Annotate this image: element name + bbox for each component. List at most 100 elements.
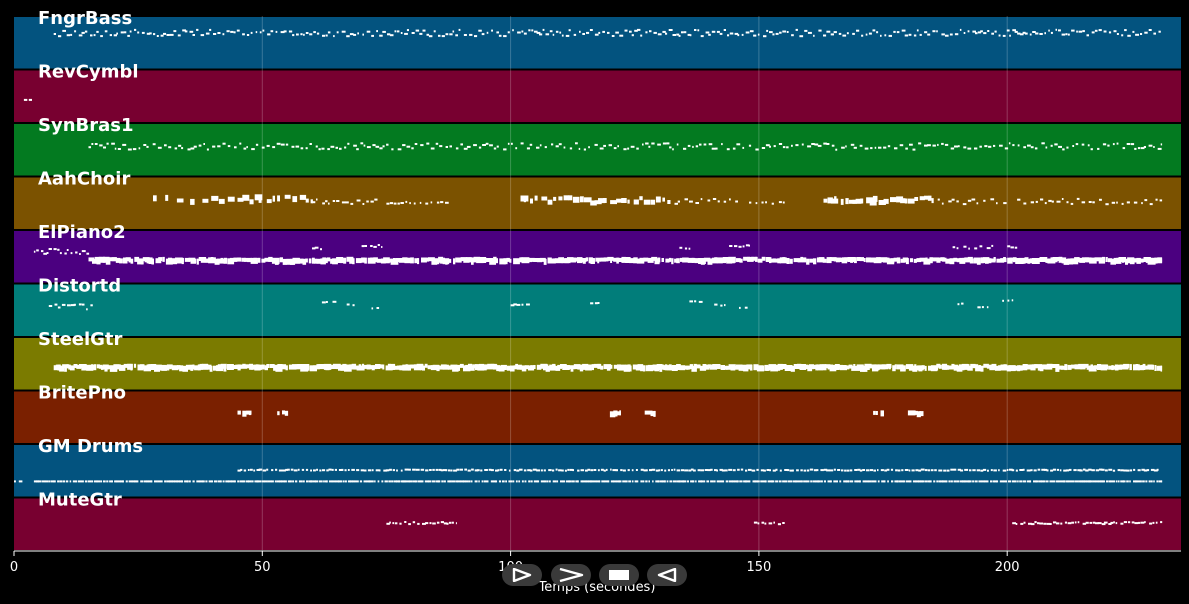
stop-button[interactable] (599, 564, 639, 586)
note (615, 411, 621, 416)
note (970, 363, 976, 368)
note (961, 480, 966, 483)
note (758, 365, 763, 371)
note (1070, 202, 1074, 205)
note (740, 468, 744, 471)
note (1023, 202, 1027, 205)
note (151, 258, 154, 265)
note (48, 305, 53, 307)
note (547, 199, 553, 205)
note (1076, 30, 1078, 33)
note (1073, 469, 1077, 472)
note (1103, 30, 1107, 33)
note (258, 468, 263, 471)
note (1120, 480, 1124, 483)
note (1064, 364, 1068, 371)
note (440, 521, 444, 524)
note (1008, 480, 1012, 483)
note (866, 257, 871, 263)
note (1023, 146, 1026, 149)
note (645, 142, 649, 145)
note (911, 469, 915, 472)
note (310, 480, 313, 483)
note (1065, 469, 1070, 472)
note (896, 196, 904, 203)
note (33, 480, 38, 483)
note (383, 257, 390, 264)
note (449, 145, 452, 148)
note (892, 365, 896, 372)
note (1002, 469, 1007, 472)
note (835, 148, 838, 151)
note (1027, 258, 1031, 264)
note (949, 33, 953, 36)
note (600, 468, 604, 471)
note (436, 201, 440, 204)
note (495, 480, 498, 483)
note (448, 469, 451, 472)
note (507, 31, 510, 34)
note (370, 257, 375, 264)
note (898, 480, 902, 483)
note (561, 34, 564, 37)
note (711, 257, 716, 262)
rewind-button[interactable] (647, 564, 687, 586)
note (555, 145, 559, 148)
note (476, 469, 480, 472)
note (1015, 469, 1018, 472)
note (748, 144, 752, 147)
forward-button[interactable] (551, 564, 591, 586)
note (769, 145, 771, 148)
note (936, 480, 938, 483)
note (1121, 202, 1124, 205)
note (516, 364, 522, 370)
note (878, 146, 882, 149)
note (927, 480, 931, 483)
note (976, 258, 981, 265)
note (680, 480, 685, 483)
note (589, 29, 593, 31)
note (509, 258, 512, 263)
note (739, 306, 741, 309)
note (607, 31, 610, 34)
note (665, 258, 670, 263)
rewind-icon (657, 568, 677, 582)
note (640, 365, 646, 372)
note (711, 30, 716, 33)
play-button[interactable] (502, 564, 542, 586)
note (239, 142, 242, 145)
note (325, 200, 328, 203)
note (373, 257, 378, 263)
note (628, 480, 632, 483)
note (921, 480, 925, 483)
note (1141, 202, 1143, 205)
note (853, 364, 856, 370)
note (525, 258, 532, 263)
note (545, 365, 550, 372)
note (1039, 522, 1044, 525)
note (791, 34, 794, 37)
note (994, 365, 1001, 371)
note (298, 480, 303, 483)
note (710, 480, 714, 483)
note (91, 480, 94, 483)
note (886, 468, 890, 471)
note (710, 468, 713, 471)
note (1095, 522, 1099, 525)
note (658, 469, 661, 472)
note (941, 33, 945, 36)
note (951, 480, 953, 483)
note (490, 480, 494, 483)
note (356, 199, 361, 202)
note (674, 202, 678, 205)
note (237, 197, 244, 202)
note (109, 480, 113, 483)
note (690, 468, 694, 471)
note (884, 34, 887, 37)
note (904, 34, 909, 37)
note (121, 365, 124, 370)
note (75, 251, 78, 254)
track-notes (53, 363, 1163, 372)
note (406, 480, 410, 483)
note (693, 363, 697, 369)
